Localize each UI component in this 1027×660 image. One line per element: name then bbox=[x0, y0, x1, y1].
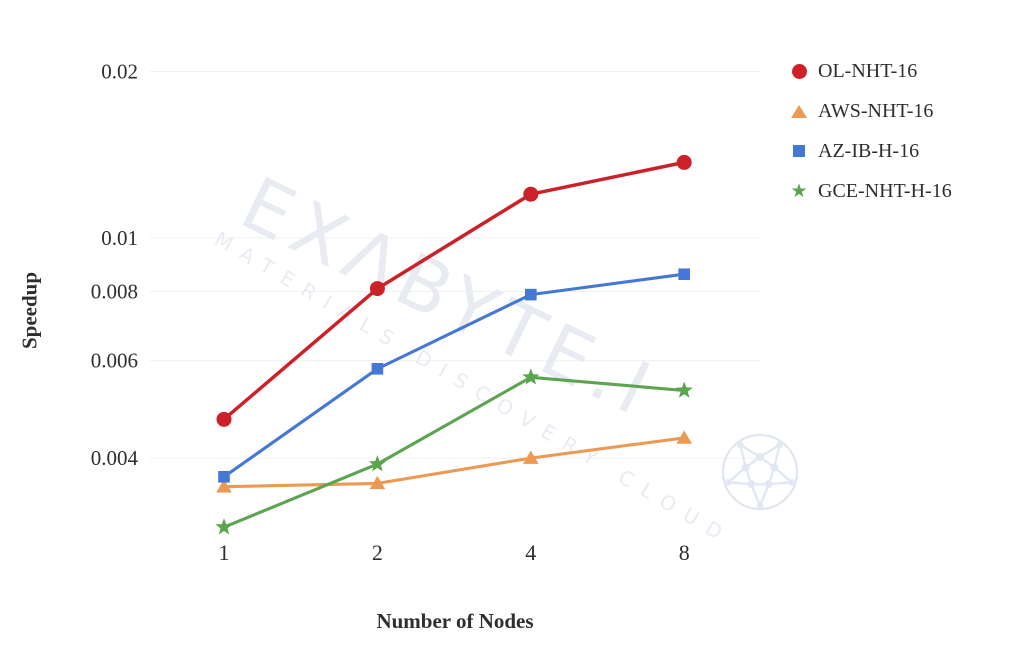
y-tick-label: 0.006 bbox=[91, 349, 138, 373]
series-GCE-NHT-H-16 bbox=[215, 368, 693, 535]
series-AWS-NHT-16 bbox=[216, 430, 692, 493]
data-point-marker bbox=[216, 479, 232, 493]
legend-item: AZ-IB-H-16 bbox=[788, 131, 952, 171]
data-point-marker bbox=[218, 470, 230, 483]
data-point-marker bbox=[371, 363, 384, 375]
data-point-marker bbox=[523, 186, 539, 202]
data-point-marker bbox=[215, 518, 233, 535]
square-marker-icon bbox=[788, 145, 810, 157]
y-tick-label: 0.01 bbox=[101, 226, 138, 250]
data-point-marker bbox=[523, 450, 539, 464]
data-point-marker bbox=[676, 154, 692, 170]
series-OL-NHT-16 bbox=[216, 154, 692, 427]
legend-label: GCE-NHT-H-16 bbox=[818, 179, 952, 202]
legend-item: AWS-NHT-16 bbox=[788, 91, 952, 131]
x-tick-label: 1 bbox=[219, 540, 230, 565]
series-line bbox=[222, 436, 686, 489]
series-line bbox=[222, 160, 686, 422]
data-point-marker bbox=[369, 281, 385, 297]
data-point-marker bbox=[676, 430, 692, 444]
series-line bbox=[222, 375, 686, 529]
series-AZ-IB-H-16 bbox=[218, 268, 690, 483]
legend-item: OL-NHT-16 bbox=[788, 51, 952, 91]
y-axis-title: Speedup bbox=[17, 271, 42, 350]
watermark-text: EXΛBYTE.I bbox=[228, 161, 670, 435]
legend-label: OL-NHT-16 bbox=[818, 59, 918, 82]
legend-label: AWS-NHT-16 bbox=[818, 99, 934, 122]
circle-marker-icon bbox=[788, 63, 810, 79]
data-point-marker bbox=[675, 381, 693, 398]
star-marker-icon: ★ bbox=[790, 179, 808, 202]
data-point-marker bbox=[525, 288, 537, 301]
data-point-marker bbox=[678, 268, 690, 281]
triangle-marker-icon bbox=[788, 104, 810, 118]
x-axis-title: Number of Nodes bbox=[376, 609, 534, 633]
legend-item: ★ GCE-NHT-H-16 bbox=[788, 171, 952, 211]
y-tick-label: 0.02 bbox=[101, 60, 138, 84]
data-point-marker bbox=[368, 455, 386, 472]
data-point-marker bbox=[522, 368, 540, 385]
series-line bbox=[222, 272, 686, 479]
legend-label: AZ-IB-H-16 bbox=[818, 139, 920, 162]
data-point-marker bbox=[369, 475, 386, 490]
network-ball-icon bbox=[721, 433, 799, 511]
data-point-marker bbox=[216, 411, 232, 427]
x-tick-label: 8 bbox=[679, 540, 690, 565]
x-tick-label: 2 bbox=[372, 540, 383, 565]
y-tick-label: 0.008 bbox=[91, 280, 138, 304]
legend: OL-NHT-16 AWS-NHT-16 AZ-IB-H-16 ★ GCE-NH… bbox=[788, 51, 952, 211]
y-tick-label: 0.004 bbox=[91, 446, 139, 470]
x-tick-label: 4 bbox=[525, 540, 536, 565]
